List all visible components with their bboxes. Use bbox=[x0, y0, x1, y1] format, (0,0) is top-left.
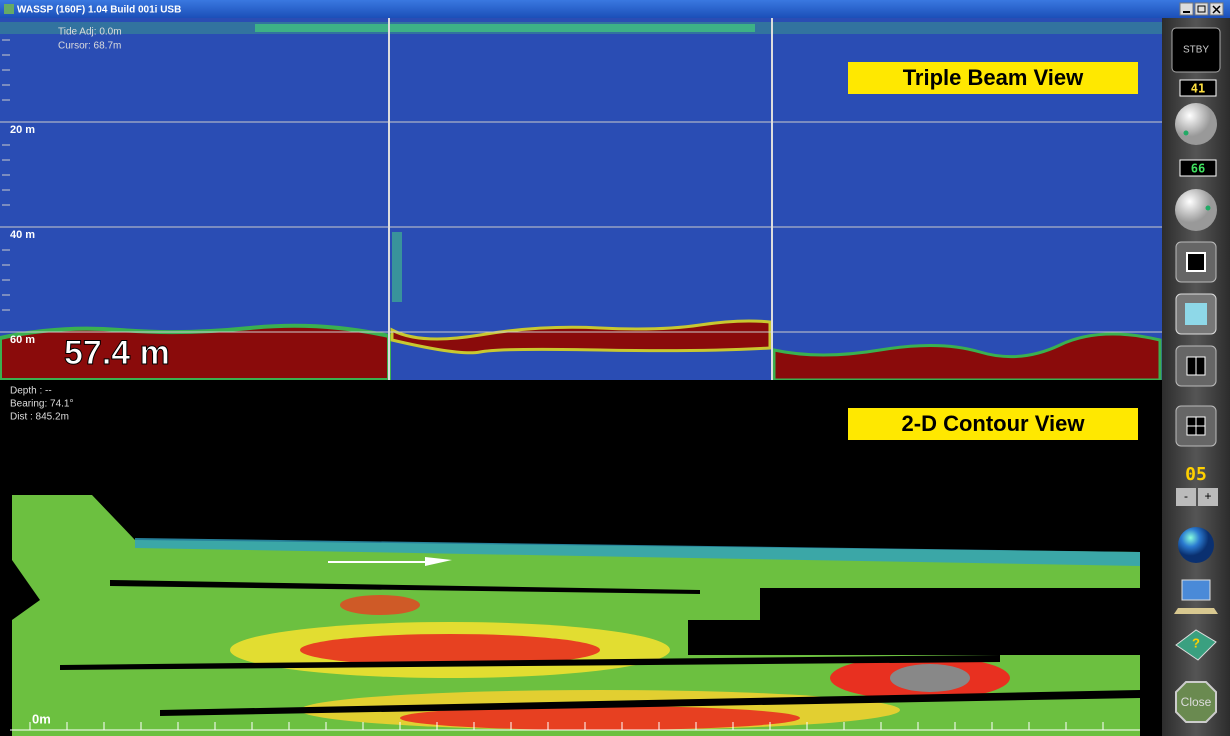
view-label: Triple Beam View bbox=[903, 65, 1084, 90]
zoom-in-label: + bbox=[1204, 489, 1211, 503]
app-window: WASSP (160F) 1.04 Build 001i USB Tide Ad… bbox=[0, 0, 1230, 736]
layout-button[interactable] bbox=[1176, 406, 1216, 446]
contour-distance: Dist : 845.2m bbox=[10, 412, 69, 423]
view-label: 2-D Contour View bbox=[902, 411, 1086, 436]
close-button[interactable]: Close bbox=[1176, 682, 1216, 722]
zoom-out-label: - bbox=[1184, 489, 1188, 503]
cursor-depth: Cursor: 68.7m bbox=[58, 41, 121, 52]
svg-text:?: ? bbox=[1192, 635, 1200, 650]
gain-value: 41 bbox=[1191, 82, 1205, 96]
contour-bearing: Bearing: 74.1° bbox=[10, 399, 74, 410]
gain-value: 66 bbox=[1191, 162, 1205, 176]
gain-knob[interactable] bbox=[1175, 103, 1217, 145]
close-label: Close bbox=[1181, 695, 1212, 709]
standby-button[interactable]: STBY bbox=[1172, 28, 1220, 72]
depth-label: 60 m bbox=[10, 334, 35, 346]
app-icon bbox=[4, 4, 14, 14]
page: WASSP (160F) 1.04 Build 001i USB Tide Ad… bbox=[0, 0, 1230, 736]
layout-button[interactable] bbox=[1176, 294, 1216, 334]
depth-label: 40 m bbox=[10, 229, 35, 241]
gain-knob[interactable] bbox=[1175, 189, 1217, 231]
knob-indicator bbox=[1206, 206, 1211, 211]
depth-label: 20 m bbox=[10, 124, 35, 136]
tide-adjust: Tide Adj: 0.0m bbox=[58, 27, 122, 38]
contour-depth: Depth : -- bbox=[10, 386, 52, 397]
layout-button[interactable] bbox=[1176, 242, 1216, 282]
standby-label: STBY bbox=[1183, 45, 1209, 56]
window-controls[interactable] bbox=[1180, 3, 1223, 15]
zoom-in-button[interactable]: + bbox=[1198, 488, 1218, 506]
zoom-value: 05 bbox=[1185, 464, 1207, 485]
globe-button[interactable] bbox=[1178, 527, 1214, 563]
depth-readout: 57.4 m bbox=[64, 334, 170, 372]
knob-indicator bbox=[1184, 131, 1189, 136]
layout-button[interactable] bbox=[1176, 346, 1216, 386]
scale-label: 0m bbox=[32, 711, 51, 726]
title-bar bbox=[0, 0, 1230, 18]
zoom-out-button[interactable]: - bbox=[1176, 488, 1196, 506]
window-title: WASSP (160F) 1.04 Build 001i USB bbox=[17, 5, 181, 16]
